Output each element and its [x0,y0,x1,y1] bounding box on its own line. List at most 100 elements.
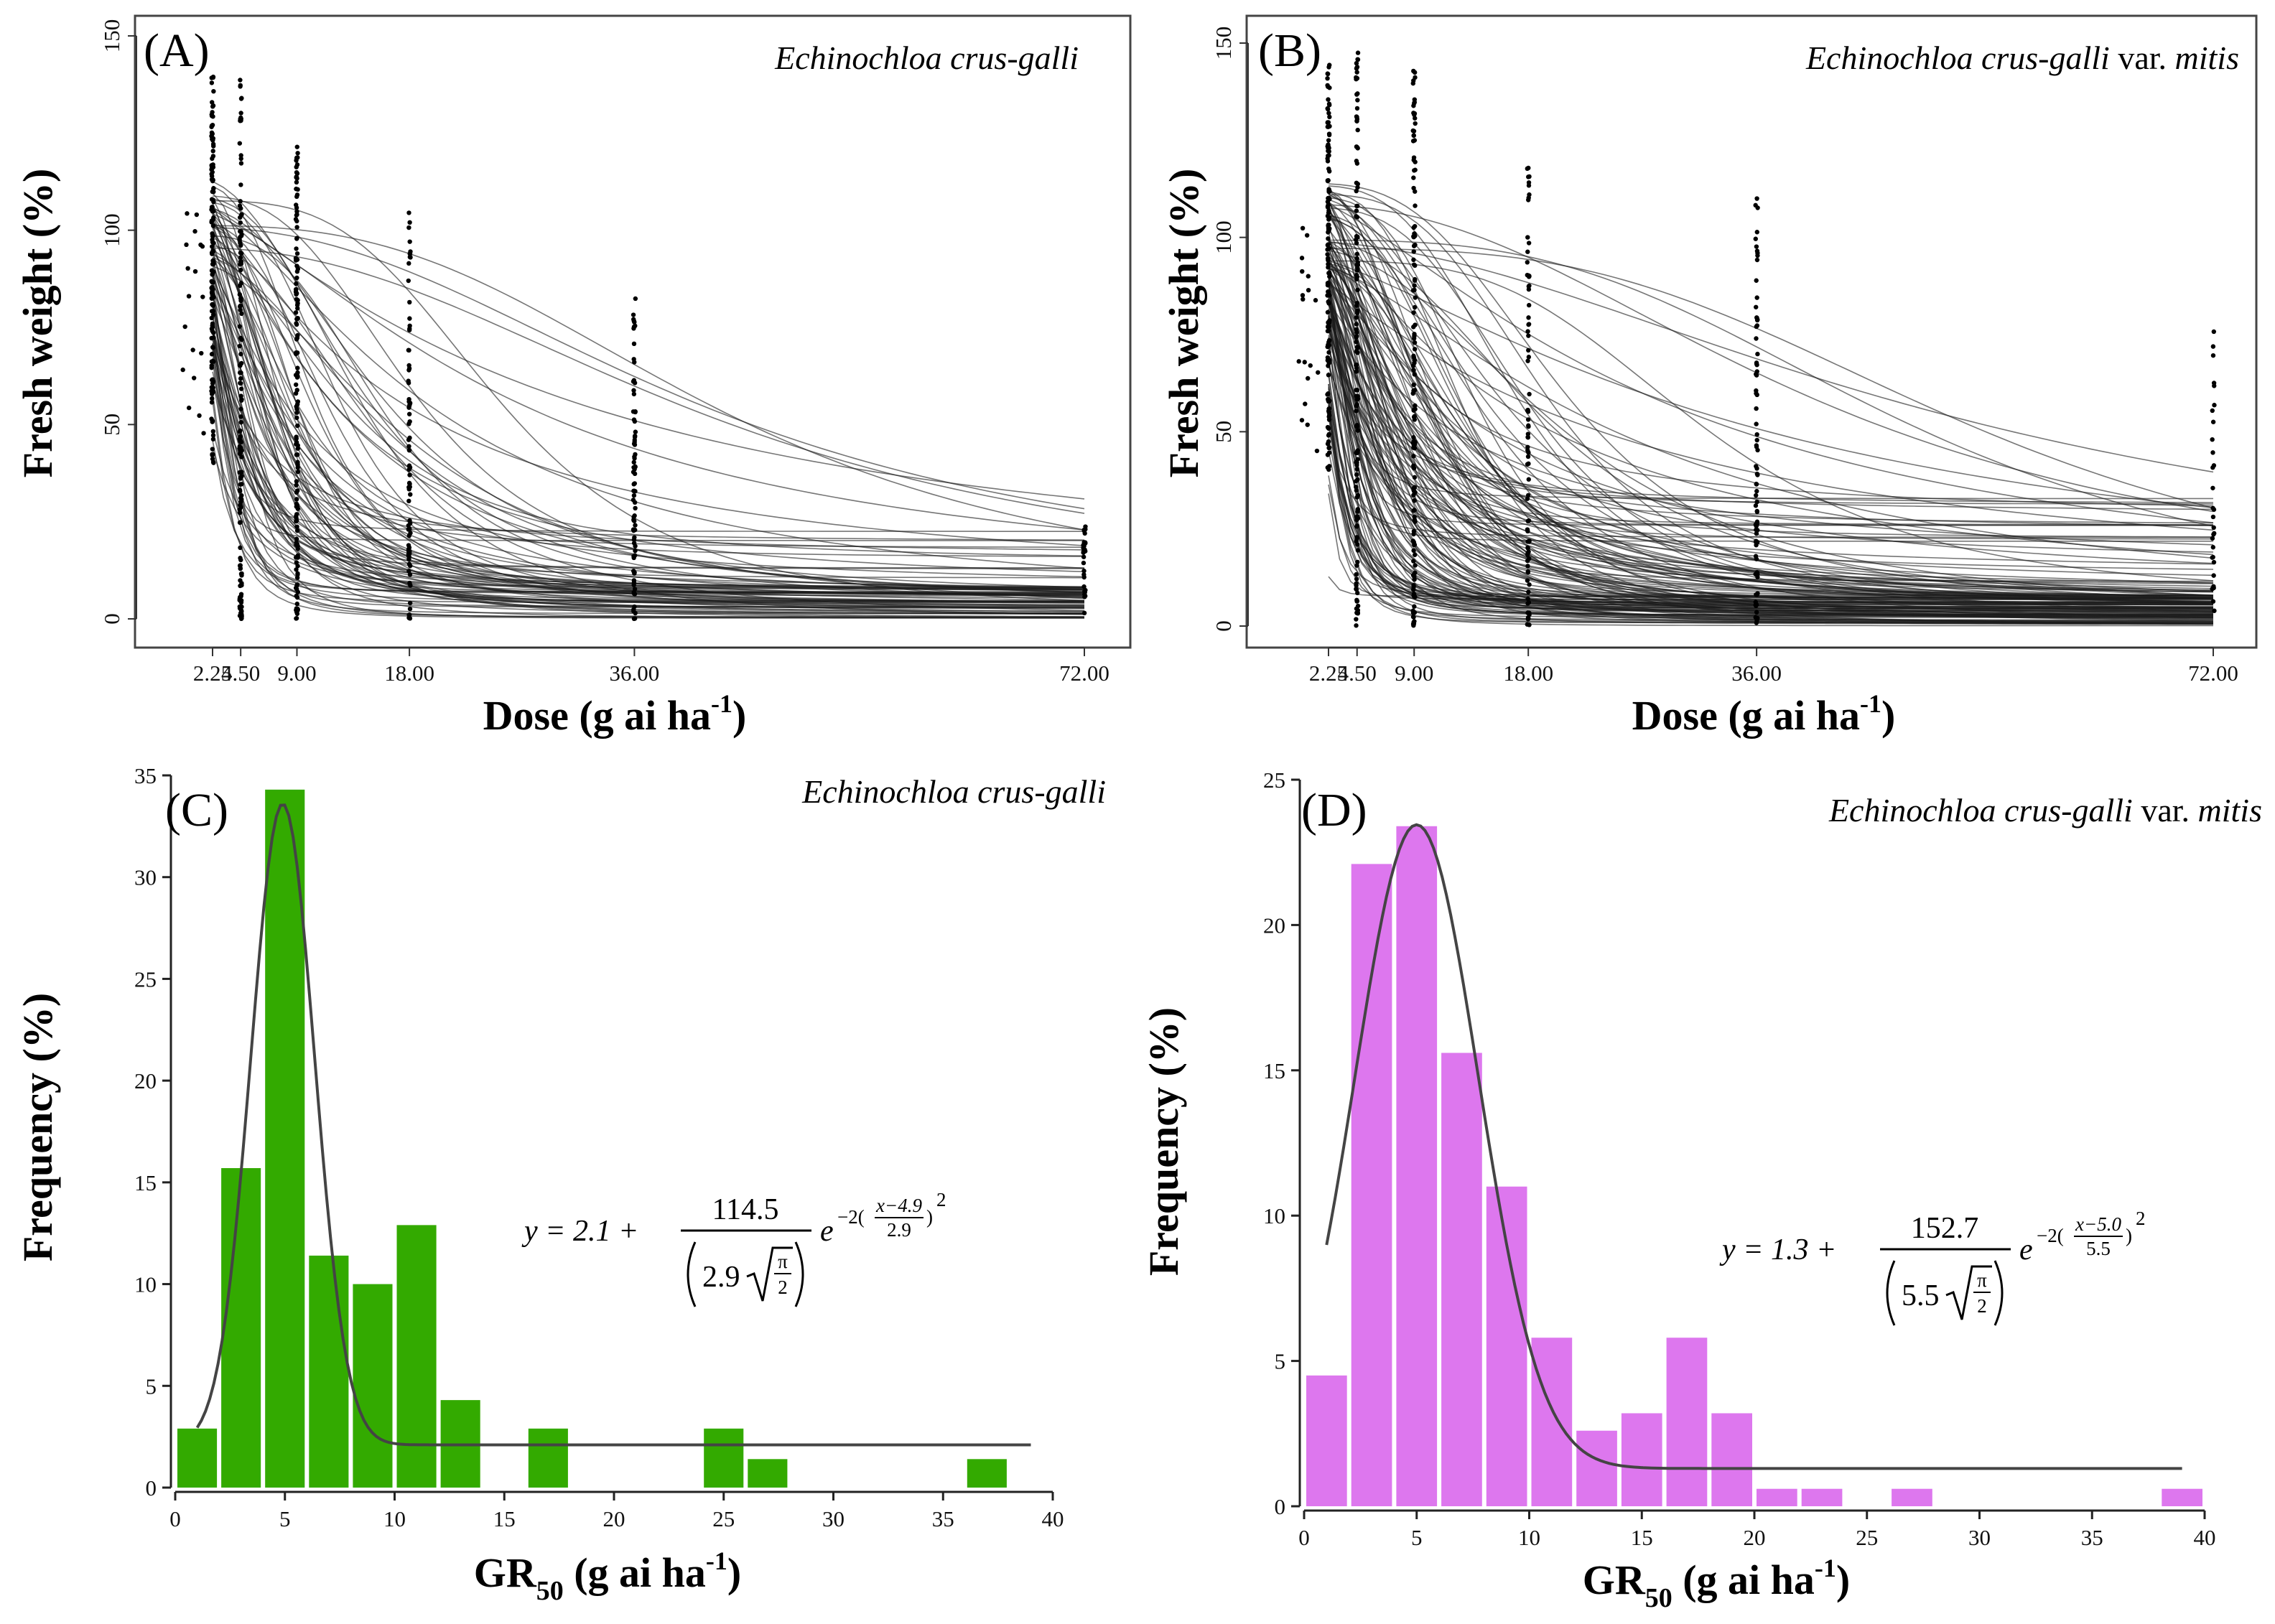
panel-c-y-tick-label: 20 [134,1068,157,1093]
panel-b-data-point [1326,178,1331,183]
panel-d-bar [1576,1430,1617,1506]
panel-b-response-curve [1328,240,2213,617]
panel-b-data-point [1355,548,1361,553]
panel-c-y-tick-label: 25 [134,966,157,991]
panel-b-data-point [1755,447,1760,453]
panel-a-data-point [209,207,214,213]
panel-b-response-curve [1328,241,2214,622]
panel-a-data-point [238,307,243,312]
panel-b-data-point [1411,382,1416,388]
panel-b-data-point [1526,195,1531,200]
panel-b-data-point [1354,459,1359,465]
panel-a-data-point [192,229,197,234]
panel-b-data-point [1326,208,1331,213]
panel-b-data-point [1354,70,1359,75]
panel-a-data-point [238,376,243,381]
panel-b-data-point [1525,546,1530,551]
panel-a-response-curve [212,192,1084,597]
panel-a-data-point [1083,541,1088,546]
panel-b-data-point [1754,531,1759,536]
panel-d-eq-pi: π [1977,1269,1987,1291]
panel-b-data-point [1754,196,1759,201]
panel-b-response-curve [1328,342,2214,565]
panel-a-data-point [238,267,243,273]
panel-c-bar [748,1459,788,1488]
panel-c-eq-exp-pow: 2 [936,1189,946,1210]
panel-a-data-point [294,225,299,230]
panel-a-data-point [406,444,411,449]
panel-b-x-tick-label: 36.00 [1731,661,1782,686]
panel-b-data-point [1326,320,1331,325]
panel-a-data-point [406,347,411,353]
panel-b-data-point [1326,166,1331,172]
panel-b-data-point [1326,450,1332,455]
panel-a-data-point [210,164,216,170]
panel-a-response-curve [212,208,1085,569]
panel-d-y-tick-label: 20 [1263,913,1285,938]
panel-a-data-point [294,302,300,308]
panel-b-response-curve [1328,241,2214,596]
panel-a-data-point [237,596,243,602]
panel-b-data-point [1413,75,1418,80]
panel-b-data-point [1413,563,1418,568]
panel-a-data-point [238,233,244,238]
panel-a-data-point [294,439,299,445]
panel-b-data-point [1412,70,1418,75]
panel-b-data-point [1412,360,1417,365]
panel-c-y-tick-label: 5 [146,1373,157,1399]
panel-a-data-point [186,294,192,299]
panel-d-bar [1531,1338,1573,1506]
panel-d-bar [1801,1488,1843,1506]
panel-b-data-point [1525,622,1530,627]
panel-b-data-point [1754,437,1759,443]
panel-b-data-point [1355,393,1360,399]
panel-b-data-point [1413,403,1418,409]
panel-a-data-point [407,239,412,244]
panel-b-data-point [2210,536,2215,541]
panel-b-data-point [1326,97,1331,102]
panel-b-data-point [1411,559,1416,564]
panel-c-bar [309,1255,349,1488]
panel-b-data-point [1754,570,1759,575]
panel-b-data-point [2210,599,2216,604]
panel-b-response-curve [1328,264,2214,559]
panel-b-data-point [1754,295,1759,300]
panel-b-data-point [1754,315,1759,320]
panel-b-data-point [2210,353,2216,358]
panel-a-response-curve [212,378,1084,590]
panel-a-data-point [407,254,413,260]
panel-d-bar [1666,1338,1708,1506]
panel-b-data-point [2210,514,2216,520]
panel-b-response-curve [1328,204,2214,523]
panel-b-data-point [1327,445,1332,450]
panel-b-data-point [1354,144,1359,150]
panel-b-data-point [1354,118,1359,123]
panel-a-data-point [238,406,243,411]
panel-a-response-curve [212,247,1085,514]
panel-a-data-point [631,341,637,347]
panel-a-data-point [210,177,215,183]
panel-b-data-point [1525,539,1530,544]
panel-b-data-point [1354,315,1359,320]
panel-a-data-point [294,186,299,192]
panel-b-data-point [1411,623,1416,628]
panel-b-data-point [2211,559,2217,565]
panel-a-data-point [238,296,243,301]
panel-a-data-point [238,259,244,264]
panel-a-response-curve [212,195,1085,590]
panel-b-data-point [2210,485,2215,490]
panel-b-data-point [1354,106,1360,111]
panel-b-response-curve [1328,412,2213,624]
panel-a-response-curve [212,273,1085,617]
panel-a-x-tick-label: 9.00 [277,661,316,686]
panel-b-data-point [1411,548,1416,554]
panel-a-data-point [239,337,244,342]
panel-a-data-point [210,244,215,249]
panel-b-data-point [1526,165,1531,171]
panel-b-response-curve [1328,259,2213,608]
panel-b-data-point [1754,421,1759,426]
panel-a-response-curve [212,400,1084,604]
panel-b-data-point [2211,532,2216,537]
panel-b-x-tick-label: 72.00 [2188,661,2238,686]
panel-b-data-point [1754,499,1759,505]
